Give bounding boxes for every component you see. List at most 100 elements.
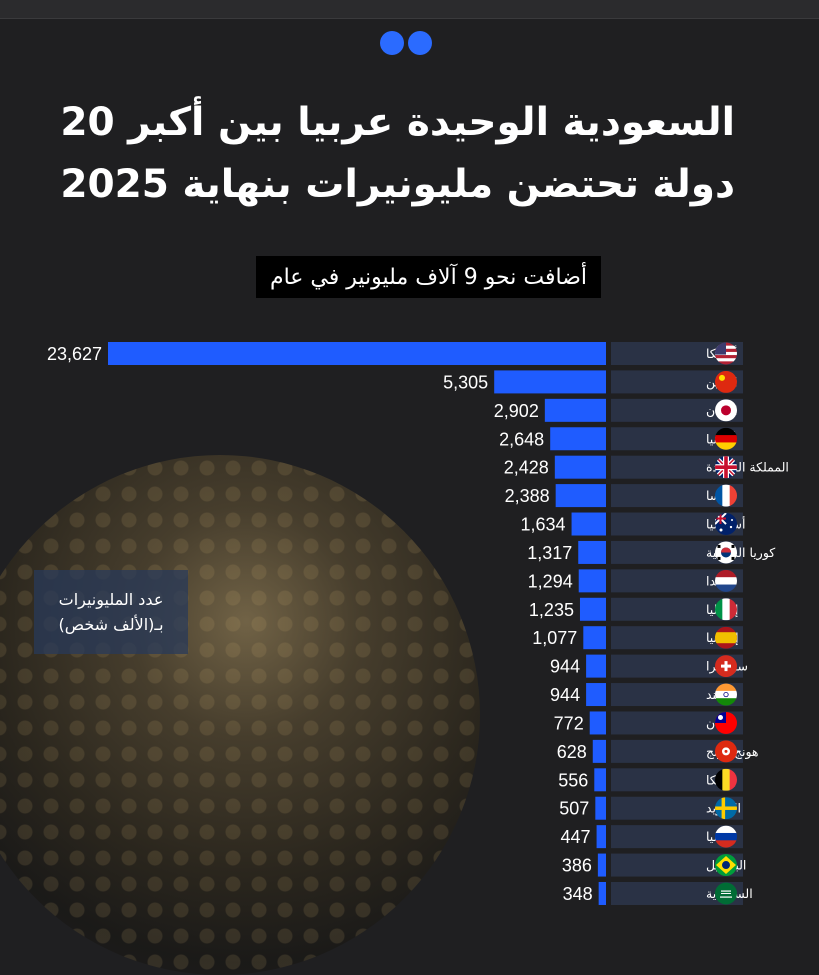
italy-flag-icon bbox=[715, 598, 737, 621]
bar bbox=[594, 768, 606, 792]
value-label: 1,294 bbox=[528, 571, 573, 591]
bar bbox=[598, 881, 606, 905]
country-label-background bbox=[611, 796, 743, 820]
sweden-flag-icon bbox=[715, 797, 737, 820]
coin-pattern-overlay bbox=[0, 455, 480, 975]
pagination-dot[interactable] bbox=[380, 31, 404, 55]
value-label: 772 bbox=[554, 713, 584, 733]
taiwan-flag-icon bbox=[715, 711, 737, 734]
bar bbox=[555, 484, 606, 508]
bar-row: 772تايوان bbox=[554, 711, 743, 735]
value-label: 507 bbox=[559, 799, 589, 819]
bar-row: 5,305الصين bbox=[443, 370, 743, 394]
china-flag-icon bbox=[715, 370, 737, 393]
bar bbox=[578, 540, 606, 564]
value-label: 447 bbox=[561, 827, 591, 847]
value-label: 2,648 bbox=[499, 429, 544, 449]
bar-row: 944الهند bbox=[550, 683, 743, 707]
country-label-background bbox=[611, 569, 743, 593]
bar-row: 2,388فرنسا bbox=[505, 484, 743, 508]
australia-flag-icon bbox=[715, 513, 737, 536]
country-label-background bbox=[611, 626, 743, 650]
india-flag-icon bbox=[715, 683, 737, 706]
globe-background-image bbox=[0, 455, 480, 975]
value-label: 1,235 bbox=[529, 600, 574, 620]
bar bbox=[596, 825, 606, 849]
value-label: 628 bbox=[557, 742, 587, 762]
value-label: 944 bbox=[550, 685, 580, 705]
country-label-background bbox=[611, 768, 743, 792]
bar-row: 348السعودية bbox=[563, 881, 753, 905]
bar bbox=[597, 853, 606, 877]
value-label: 2,388 bbox=[505, 486, 550, 506]
unit-note-line-1: عدد المليونيرات bbox=[58, 590, 164, 609]
value-label: 1,317 bbox=[527, 543, 572, 563]
bar bbox=[571, 512, 606, 536]
bar bbox=[583, 626, 606, 650]
germany-flag-icon bbox=[715, 427, 737, 450]
netherlands-flag-icon bbox=[715, 569, 737, 592]
title-line-2: دولة تحتضن مليونيرات بنهاية 2025 bbox=[60, 162, 735, 207]
spain-flag-icon bbox=[715, 626, 737, 649]
value-label: 1,634 bbox=[521, 515, 566, 535]
belgium-flag-icon bbox=[715, 768, 737, 791]
value-label: 5,305 bbox=[443, 372, 488, 392]
unit-note-line-2: بـ(الألف شخص) bbox=[58, 615, 164, 634]
value-label: 348 bbox=[563, 884, 593, 904]
pagination-dots bbox=[380, 31, 432, 55]
bar bbox=[554, 455, 606, 479]
bar bbox=[586, 654, 606, 678]
south-korea-flag-icon bbox=[715, 541, 737, 564]
subtitle-banner: أضافت نحو 9 آلاف مليونير في عام bbox=[255, 256, 601, 298]
us-flag-icon bbox=[715, 342, 737, 365]
saudi-arabia-flag-icon bbox=[715, 882, 737, 905]
value-label: 2,428 bbox=[504, 458, 549, 478]
country-label-background bbox=[611, 683, 743, 707]
country-label-background bbox=[611, 484, 743, 508]
france-flag-icon bbox=[715, 484, 737, 507]
switzerland-flag-icon bbox=[715, 655, 737, 678]
value-label: 2,902 bbox=[494, 401, 539, 421]
country-label-background bbox=[611, 512, 743, 536]
bar-chart: 23,627أمريكا 5,305الصين 2,902اليابان 2,648أ… bbox=[47, 342, 789, 905]
brazil-flag-icon bbox=[715, 854, 737, 877]
pagination-dot[interactable] bbox=[408, 31, 432, 55]
country-label-background bbox=[611, 427, 743, 451]
top-bar bbox=[0, 0, 819, 19]
country-label-background bbox=[611, 597, 743, 621]
bar-row: 1,294هولندا bbox=[528, 569, 743, 593]
uk-flag-icon bbox=[715, 456, 737, 479]
bar-row: 507السويد bbox=[559, 796, 743, 820]
bar bbox=[592, 739, 606, 763]
subtitle-text: أضافت نحو 9 آلاف مليونير في عام bbox=[269, 264, 587, 290]
value-label: 944 bbox=[550, 657, 580, 677]
title-line-1: السعودية الوحيدة عربيا بين أكبر 20 bbox=[60, 100, 735, 145]
russia-flag-icon bbox=[715, 825, 737, 848]
bar-row: 447روسيا bbox=[561, 825, 743, 849]
country-label-background bbox=[611, 342, 743, 365]
bar-row: 1,235إيطاليا bbox=[529, 597, 743, 621]
japan-flag-icon bbox=[715, 399, 737, 422]
country-label-background bbox=[611, 398, 743, 422]
unit-note: عدد المليونيرات بـ(الألف شخص) bbox=[34, 570, 188, 654]
country-label-background bbox=[611, 739, 743, 763]
bar-row: 944سويسرا bbox=[550, 654, 748, 678]
bar bbox=[550, 427, 606, 451]
bar-row: 1,077إسبانيا bbox=[532, 626, 743, 650]
bar-row: 1,634أستراليا bbox=[521, 512, 745, 536]
country-label-background bbox=[611, 853, 743, 877]
country-label-background bbox=[611, 455, 743, 479]
value-label: 556 bbox=[558, 770, 588, 790]
bar-row: 1,317 كوريا الجنوبية bbox=[527, 540, 775, 564]
bar bbox=[544, 398, 606, 422]
bar-row: 386البرازيل bbox=[562, 853, 746, 877]
country-label-background bbox=[611, 654, 743, 678]
country-label-background bbox=[611, 370, 743, 394]
bar-row: 556بلجيكا bbox=[558, 768, 743, 792]
country-label-background bbox=[611, 711, 743, 735]
value-label: 386 bbox=[562, 856, 592, 876]
bar bbox=[578, 569, 606, 593]
bar-row: 23,627أمريكا bbox=[47, 342, 743, 365]
country-label-background bbox=[611, 540, 743, 564]
